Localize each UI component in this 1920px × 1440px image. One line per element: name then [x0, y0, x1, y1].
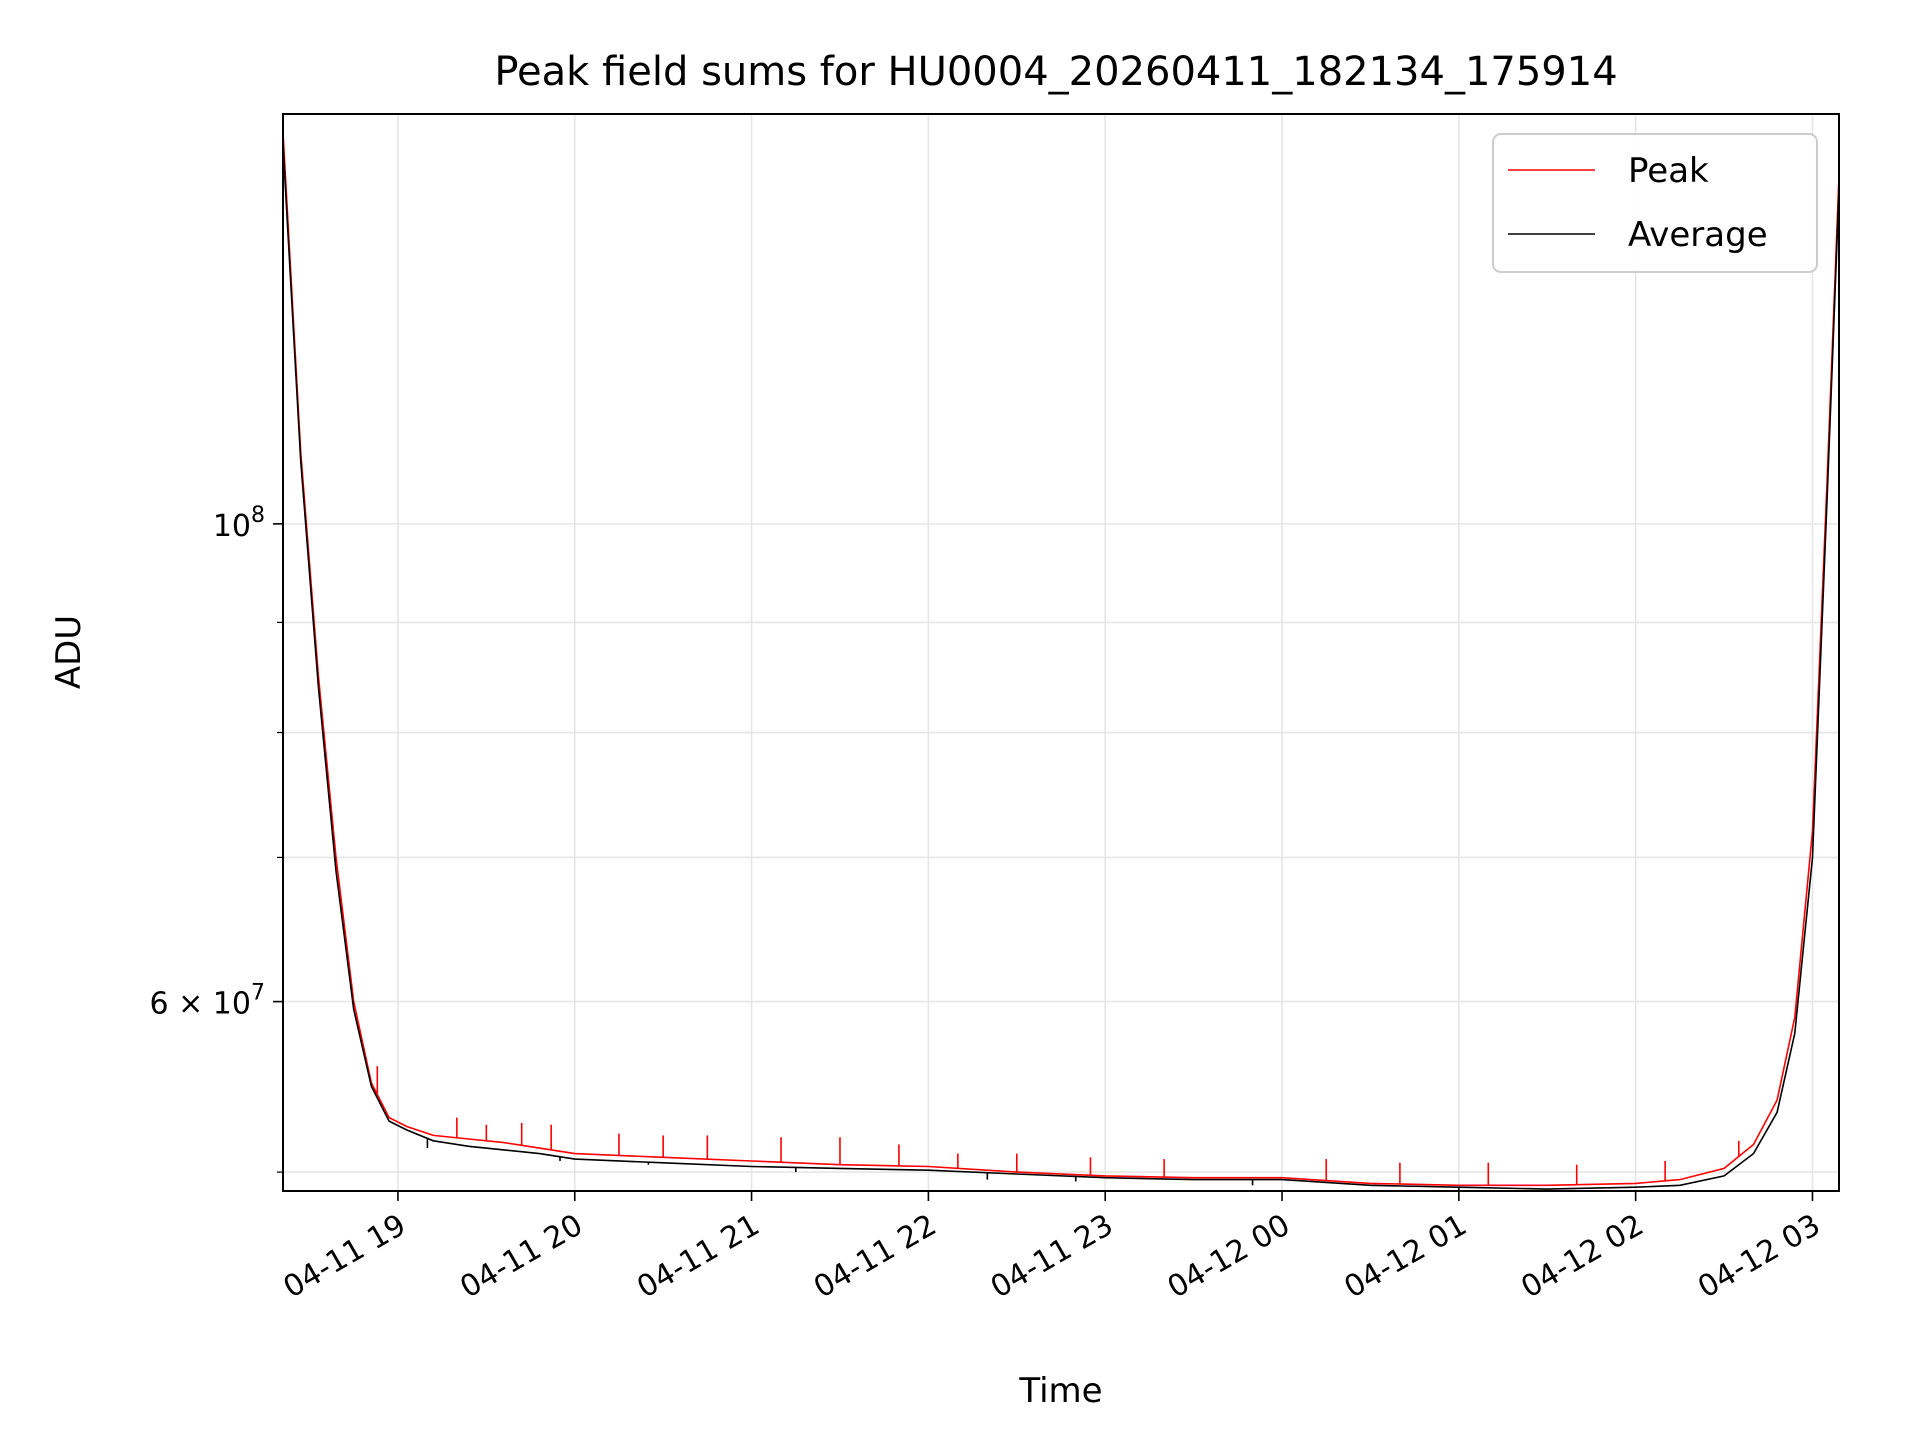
y-tick-label: 108: [213, 503, 265, 544]
legend-box: [1492, 133, 1818, 273]
plot-area: [283, 132, 1839, 1191]
chart-title: Peak field sums for HU0004_20260411_1821…: [494, 49, 1617, 95]
series-line-average: [283, 144, 1839, 1190]
y-axis-ticks: 108 6 × 107: [150, 503, 283, 1173]
plot-frame: [282, 113, 1840, 1192]
y-axis-label: ADU: [49, 615, 89, 689]
x-axis-label: Time: [1018, 1371, 1102, 1411]
legend-average-label: Average: [1628, 215, 1768, 255]
legend: Peak Average: [1492, 133, 1818, 273]
series-layer: [283, 132, 1839, 1191]
y-tick-label: 6 × 107: [150, 981, 265, 1022]
series-line-peak: [283, 132, 1839, 1187]
grid-lines: [283, 114, 1839, 1191]
legend-peak-label: Peak: [1628, 151, 1709, 191]
